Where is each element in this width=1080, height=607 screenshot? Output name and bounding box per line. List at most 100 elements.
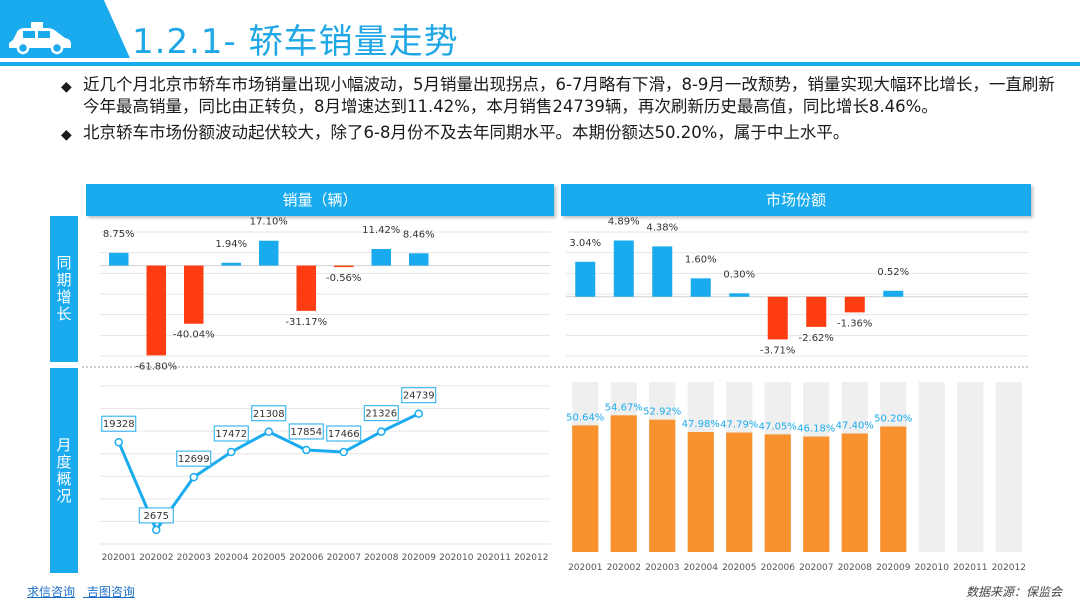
share-yoy-data-label: -3.71%: [760, 345, 795, 356]
sales-month-tick-label: 202002: [139, 553, 173, 563]
sales-month-data-label: 21326: [365, 409, 397, 420]
sales-month-label-box: [288, 423, 324, 440]
sales-month-tick-label: 202005: [252, 553, 286, 563]
header-background: [0, 0, 1080, 66]
sales-month-tick-label: 202001: [102, 553, 136, 563]
sales-yoy-data-label: 8.75%: [103, 229, 135, 240]
bullet-text: 近几个月北京市轿车市场销量出现小幅波动，5月销量出现拐点，6-7月略有下滑，8-…: [83, 75, 1055, 116]
sales-yoy-data-label: 17.10%: [250, 217, 288, 228]
share-month-bar: [726, 432, 753, 552]
share-month-data-label: 47.98%: [682, 419, 720, 430]
sales-yoy-data-label: 11.42%: [362, 225, 400, 236]
share-yoy-data-label: 1.60%: [685, 254, 717, 265]
share-month-data-label: 50.20%: [874, 414, 912, 425]
share-month-tick-label: 202002: [607, 563, 641, 573]
share-month-bar: [687, 432, 714, 552]
share-yoy-bar: [844, 296, 865, 313]
share-month-bar: [610, 415, 637, 552]
sales-month-label-box: [363, 405, 399, 422]
data-source: 数据来源：保监会: [965, 585, 1062, 599]
share-yoy-data-label: 4.38%: [646, 222, 678, 233]
sales-month-tick-label: 202010: [439, 553, 474, 563]
share-month-data-label: 47.40%: [836, 421, 874, 432]
sales-month-label-box: [176, 450, 212, 467]
share-yoy-bar: [690, 278, 711, 297]
share-month-tick-label: 202003: [645, 563, 679, 573]
share-yoy-bar: [767, 296, 788, 340]
sales-month-tick-label: 202007: [327, 553, 361, 563]
sales-yoy-data-label: -40.04%: [173, 330, 215, 341]
share-month-bar: [841, 433, 868, 552]
share-yoy-bar: [575, 261, 596, 297]
share-month-data-label: 54.67%: [605, 402, 643, 413]
share-month-tick-label: 202009: [876, 563, 911, 573]
sales-month-point: [414, 409, 423, 418]
share-month-bar: [649, 419, 676, 552]
share-month-bar-background: [957, 382, 984, 552]
share-yoy-data-label: 4.89%: [608, 217, 640, 228]
footer-links: 求信咨询 吉图咨询: [27, 583, 143, 600]
sales-yoy-data-label: -31.17%: [285, 317, 327, 328]
share-month-tick-label: 202008: [838, 563, 873, 573]
footer-link-1[interactable]: 求信咨询: [27, 585, 76, 599]
sales-month-tick-label: 202008: [364, 553, 399, 563]
share-month-bar: [880, 426, 907, 552]
share-month-bar: [572, 425, 599, 552]
sales-month-data-label: 21308: [253, 409, 285, 420]
share-month-data-label: 47.05%: [759, 421, 797, 432]
share-yoy-data-label: 0.52%: [877, 267, 909, 278]
share-yoy-data-label: -2.62%: [799, 333, 834, 344]
share-month-tick-label: 202010: [915, 563, 950, 573]
bullet-item: ◆ 近几个月北京市轿车市场销量出现小幅波动，5月销量出现拐点，6-7月略有下滑，…: [55, 74, 1065, 118]
sales-month-tick-label: 202004: [214, 553, 249, 563]
footer-link-2[interactable]: 吉图咨询: [86, 585, 135, 599]
sales-month-data-label: 24739: [403, 391, 435, 402]
share-month-data-label: 50.64%: [566, 412, 604, 423]
sales-month-data-label: 17854: [290, 427, 322, 438]
share-month-bar-background: [995, 382, 1022, 552]
sales-month-point: [189, 472, 198, 482]
share-yoy-bar: [729, 293, 750, 297]
share-month-data-label: 47.79%: [720, 420, 758, 431]
share-yoy-bar: [652, 246, 673, 297]
share-month-data-label: 52.92%: [643, 407, 681, 418]
sales-month-point: [377, 427, 386, 436]
sales-yoy-bar: [409, 253, 429, 266]
sales-yoy-bar: [259, 240, 279, 266]
bullet-item: ◆ 北京轿车市场份额波动起伏较大，除了6-8月份不及去年同期水平。本期份额达50…: [55, 122, 1065, 144]
sales-yoy-data-label: -61.80%: [135, 361, 177, 372]
share-month-tick-label: 202011: [953, 563, 987, 573]
sales-month-data-label: 12699: [178, 454, 210, 465]
sales-month-tick-label: 202006: [289, 553, 324, 563]
share-yoy-data-label: 0.30%: [723, 269, 755, 280]
yoy-row-label: 同期增长: [50, 216, 78, 362]
share-month-tick-label: 202006: [761, 563, 796, 573]
sales-month-label-box: [138, 507, 174, 524]
share-month-tick-label: 202012: [992, 563, 1026, 573]
diamond-bullet-icon: ◆: [61, 79, 72, 95]
sales-month-tick-label: 202012: [514, 553, 548, 563]
sales-yoy-bar: [334, 265, 354, 268]
header-banner: 1.2.1- 轿车销量走势: [0, 0, 1080, 70]
share-month-bar: [764, 434, 791, 552]
sales-month-tick-label: 202009: [402, 553, 437, 563]
sales-month-point: [302, 445, 311, 455]
diamond-bullet-icon: ◆: [61, 127, 72, 143]
monthly-row-label: 月度概况: [50, 368, 78, 573]
share-yoy-bar: [883, 290, 904, 297]
sales-month-data-label: 2675: [144, 511, 169, 522]
share-month-tick-label: 202005: [722, 563, 756, 573]
car-icon: [9, 22, 71, 55]
share-month-bar: [803, 436, 830, 552]
sales-yoy-bar: [221, 262, 241, 266]
summary-bullets: ◆ 近几个月北京市轿车市场销量出现小幅波动，5月销量出现拐点，6-7月略有下滑，…: [55, 74, 1065, 148]
page-title: 1.2.1- 轿车销量走势: [132, 22, 459, 62]
share-month-bar-background: [918, 382, 945, 552]
sales-month-data-label: 19328: [103, 419, 135, 430]
sales-month-label-box: [251, 405, 287, 422]
share-month-data-label: 46.18%: [797, 424, 835, 435]
sales-yoy-bar: [146, 265, 166, 356]
sales-yoy-data-label: 1.94%: [215, 239, 247, 250]
sales-month-label-box: [101, 415, 137, 432]
